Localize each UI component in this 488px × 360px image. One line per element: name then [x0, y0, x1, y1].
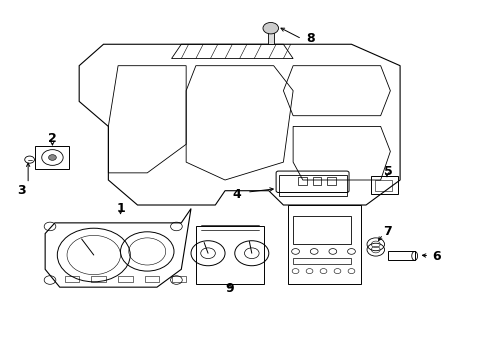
Text: 4: 4	[232, 188, 241, 201]
Bar	[267, 30, 273, 44]
Text: 7: 7	[383, 225, 391, 238]
Bar	[171, 276, 186, 282]
Bar	[297, 177, 306, 185]
Bar	[370, 176, 397, 194]
Bar	[118, 276, 132, 282]
Text: 1: 1	[116, 202, 124, 215]
Bar	[292, 257, 351, 264]
Circle shape	[48, 155, 56, 160]
Text: 5: 5	[383, 165, 391, 177]
Bar	[196, 226, 264, 284]
Bar	[35, 146, 69, 169]
Bar	[64, 276, 79, 282]
Bar	[144, 276, 159, 282]
Circle shape	[263, 22, 278, 34]
Bar	[326, 177, 335, 185]
Bar	[312, 177, 321, 185]
Text: 6: 6	[431, 250, 440, 263]
Text: 2: 2	[48, 132, 57, 145]
Bar	[292, 216, 351, 244]
Bar	[374, 180, 391, 192]
Bar	[278, 175, 346, 196]
Text: 8: 8	[305, 32, 314, 45]
Bar	[387, 251, 414, 260]
Bar	[287, 205, 361, 284]
Text: 9: 9	[225, 283, 234, 296]
Text: 3: 3	[18, 184, 26, 197]
Bar	[91, 276, 106, 282]
